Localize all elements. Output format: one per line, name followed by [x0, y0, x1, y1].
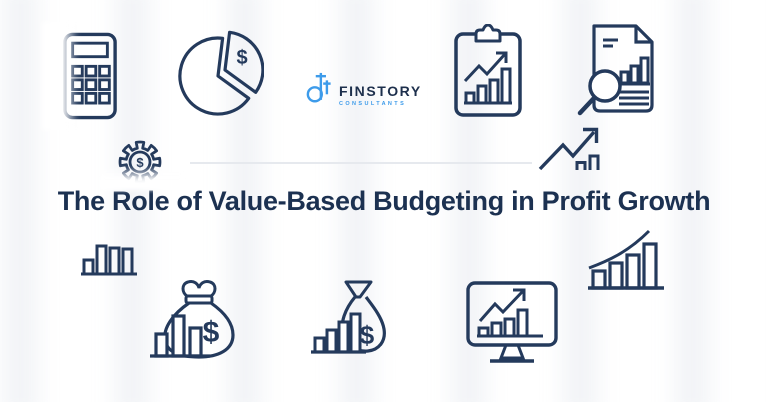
- divider-line: [190, 162, 532, 164]
- dollar-glyph: $: [236, 47, 247, 69]
- logo-name: FINSTORY: [339, 82, 422, 99]
- pie-chart-dollar-icon: $: [176, 24, 264, 118]
- money-bag-bars-icon: $: [148, 272, 248, 360]
- money-bag-ascending-bars-icon: $: [310, 278, 396, 358]
- monitor-chart-icon: [465, 280, 559, 368]
- bar-chart-icon: [80, 234, 138, 278]
- dollar-glyph: $: [203, 316, 220, 349]
- logo-subtitle: CONSULTANTS: [339, 100, 407, 107]
- calculator-icon: [62, 30, 118, 122]
- dollar-glyph: $: [136, 155, 144, 170]
- page-title: The Role of Value-Based Budgeting in Pro…: [57, 186, 711, 216]
- document-magnifier-icon: [572, 20, 667, 125]
- growth-curve-bars-icon: [586, 226, 666, 294]
- dollar-glyph: $: [360, 320, 375, 350]
- gear-dollar-icon: $: [110, 130, 170, 194]
- finstory-logo-icon: [306, 66, 332, 109]
- clipboard-chart-icon: [452, 24, 524, 118]
- trend-arrow-bars-icon: [537, 123, 603, 173]
- finstory-logo: FINSTORY CONSULTANTS: [306, 66, 422, 109]
